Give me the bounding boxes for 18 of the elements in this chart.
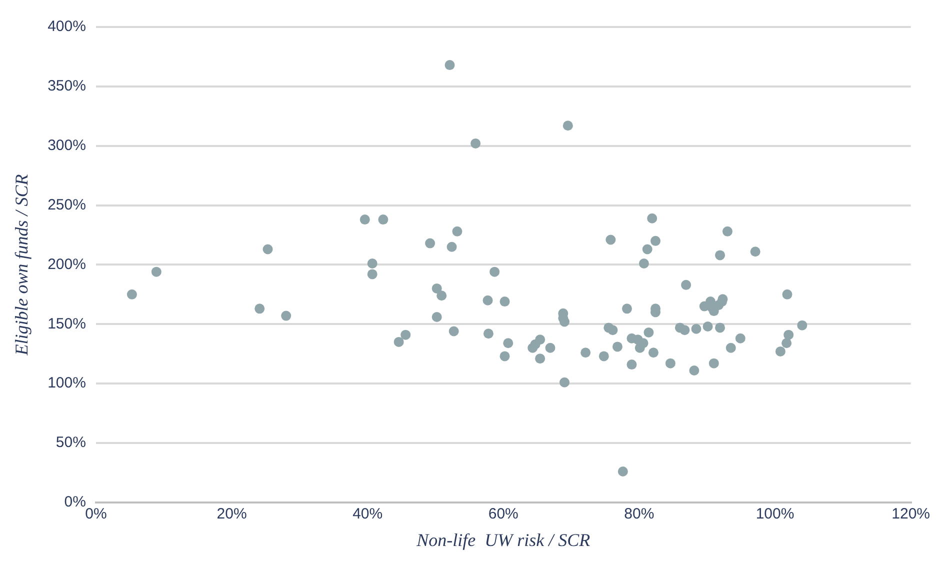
y-tick-label: 100% [48,374,86,392]
y-tick-label: 350% [48,78,86,95]
y-tick-label: 400% [48,18,86,36]
x-tick-label: 100% [756,506,794,523]
y-tick-label: 200% [48,256,86,273]
x-tick-label: 0% [85,506,107,523]
x-tick-label: 40% [352,506,383,523]
x-tick-label: 80% [624,506,654,523]
x-tick-label: 60% [488,506,518,523]
y-axis-title: Eligible own funds / SCR [12,174,32,356]
y-tick-label: 150% [48,315,86,332]
x-tick-label: 120% [892,506,930,523]
y-tick-label: 50% [56,434,86,452]
y-tick-label: 250% [48,196,86,214]
y-tick-label: 300% [48,136,86,154]
x-tick-label: 20% [216,506,247,523]
y-tick-label: 0% [64,494,86,511]
x-axis-title: Non-life UW risk / SCR [416,530,590,550]
